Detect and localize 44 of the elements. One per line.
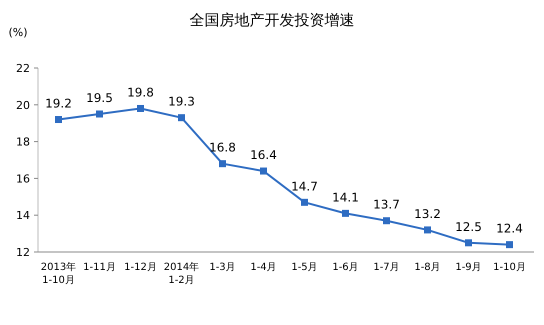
data-label: 19.2 [45, 96, 72, 111]
y-tick-label: 20 [16, 98, 30, 112]
data-label: 19.5 [86, 91, 113, 105]
chart-title: 全国房地产开发投资增速 [190, 11, 354, 29]
x-tick-label: 1-6月 [332, 262, 359, 273]
data-label: 16.4 [250, 148, 277, 162]
y-tick-label: 18 [16, 136, 30, 149]
point [260, 168, 267, 175]
point [178, 114, 185, 122]
point [137, 104, 144, 112]
y-tick-label: 14 [16, 209, 30, 222]
data-label: 19.8 [127, 85, 154, 100]
point [301, 198, 308, 206]
x-tick-label: 2014年 1-2月 [164, 261, 200, 286]
x-tick-label: 1-9月 [455, 262, 482, 273]
x-tick-label: 1-12月 [124, 262, 157, 273]
y-tick-label: 12 [16, 246, 30, 259]
data-label: 14.7 [291, 179, 318, 194]
y-tick-label: 16 [16, 172, 30, 186]
point [424, 226, 431, 234]
x-tick-label: 1-4月 [250, 262, 277, 273]
data-label: 16.8 [209, 140, 236, 155]
data-label: 13.7 [373, 198, 400, 212]
data-label: 19.3 [168, 94, 195, 109]
data-label: 12.4 [496, 222, 523, 236]
x-tick-label: 1-11月 [83, 262, 116, 273]
y-axis-title: (%) [8, 26, 28, 39]
x-tick-label: 2013年 1-10月 [40, 261, 76, 286]
point [342, 210, 349, 217]
x-tick-label: 1-3月 [209, 262, 236, 273]
x-tick-label: 1-8月 [414, 262, 441, 273]
y-tick-label: 22 [16, 62, 30, 75]
x-tick-label: 1-5月 [291, 262, 318, 273]
data-label: 14.1 [332, 190, 359, 204]
point [96, 110, 103, 118]
x-tick-label: 1-7月 [373, 262, 400, 273]
point [465, 239, 472, 246]
point [219, 160, 226, 168]
point [55, 116, 62, 124]
point [383, 217, 390, 224]
point [506, 241, 513, 248]
data-label: 13.2 [414, 206, 441, 221]
data-label: 12.5 [455, 220, 482, 234]
x-tick-label: 1-10月 [493, 262, 526, 273]
